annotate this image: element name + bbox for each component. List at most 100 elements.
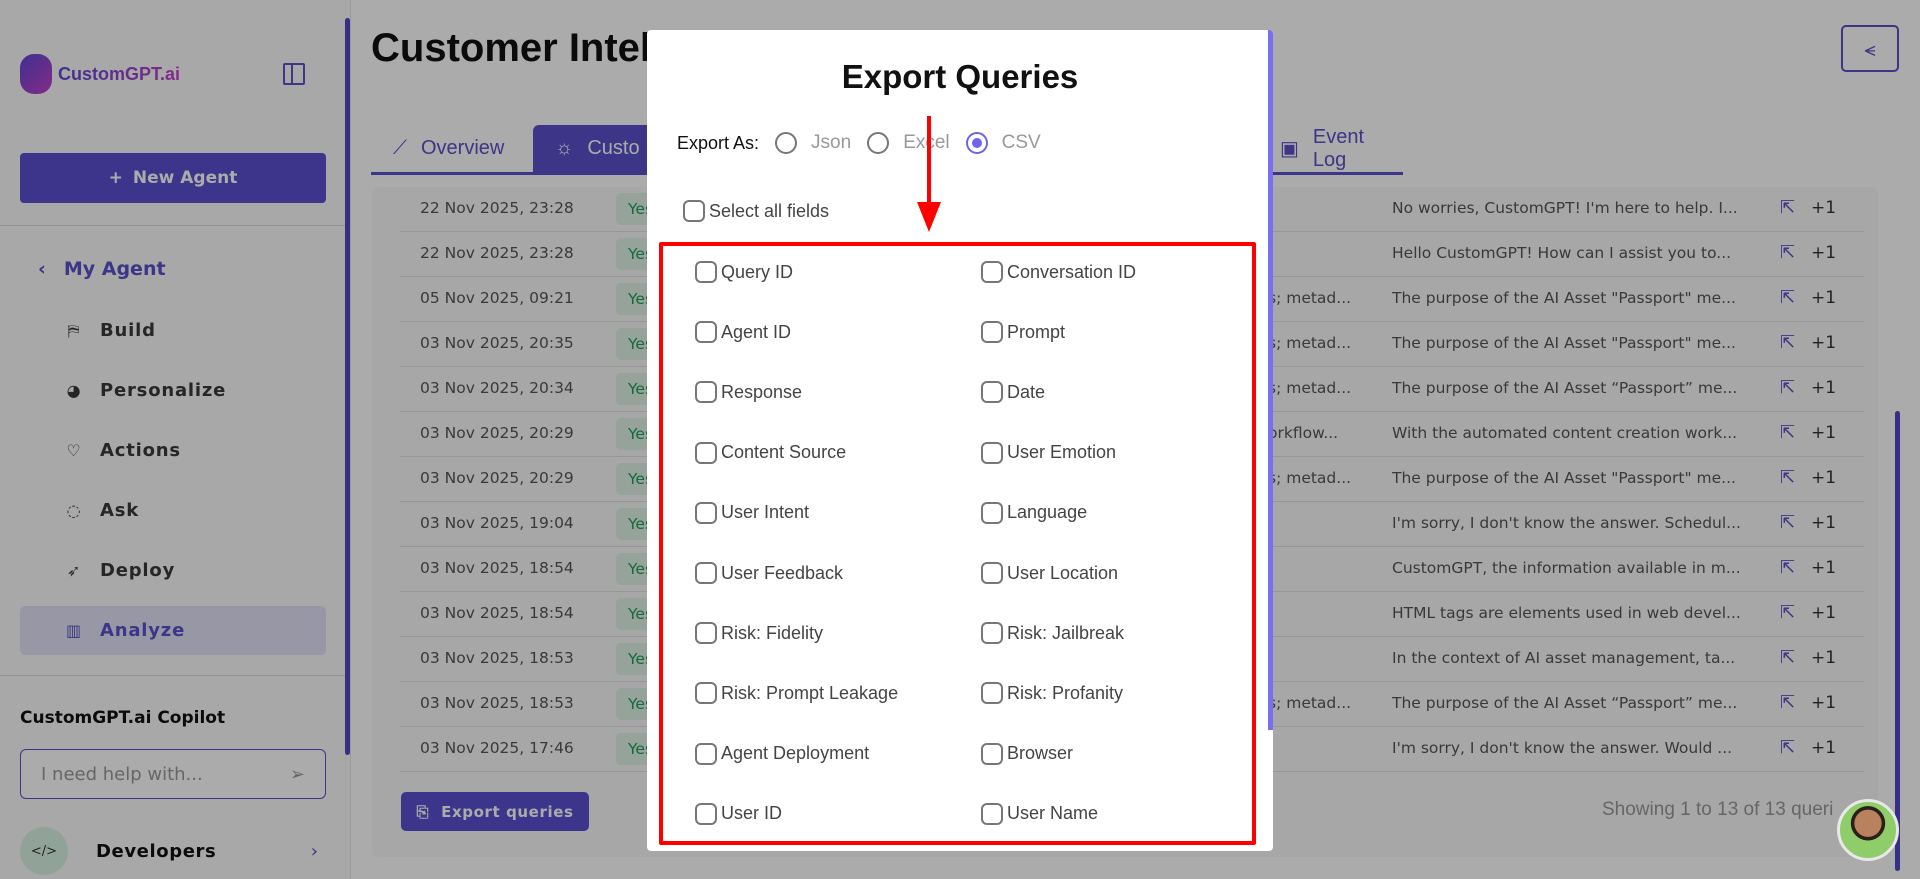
radio-button[interactable] xyxy=(965,132,988,154)
developers-item[interactable]: </> Developers › xyxy=(20,826,326,876)
sidebar-item-actions[interactable]: ♡ Actions xyxy=(20,426,326,475)
click-pointer-icon[interactable]: ⇱ xyxy=(1780,602,1796,623)
checkbox-box[interactable] xyxy=(695,321,717,344)
field-checkbox[interactable]: Conversation ID xyxy=(981,261,1136,283)
field-checkbox[interactable]: Browser xyxy=(981,742,1073,765)
checkbox-box[interactable] xyxy=(695,622,717,645)
send-icon[interactable]: ➢ xyxy=(289,763,305,785)
checkbox-box[interactable] xyxy=(683,200,705,222)
sidebar-item-label: Build xyxy=(100,320,156,341)
checkbox-box[interactable] xyxy=(695,261,717,283)
field-checkbox[interactable]: Risk: Jailbreak xyxy=(981,622,1125,645)
my-agent-back[interactable]: ‹ My Agent xyxy=(38,258,166,280)
field-checkbox[interactable]: Content Source xyxy=(695,441,846,464)
click-pointer-icon[interactable]: ⇱ xyxy=(1780,377,1796,398)
field-checkbox[interactable]: Agent ID xyxy=(695,321,791,344)
click-pointer-icon[interactable]: ⇱ xyxy=(1780,332,1796,353)
format-radio-csv[interactable]: CSV xyxy=(950,132,1041,154)
click-pointer-icon[interactable]: ⇱ xyxy=(1780,692,1796,713)
checkbox-box[interactable] xyxy=(981,622,1003,645)
radio-label: Excel xyxy=(903,132,950,153)
logo[interactable]: CustomGPT.ai xyxy=(20,54,180,94)
chat-bubble-icon: ◌ xyxy=(66,501,82,520)
format-radio-excel[interactable]: Excel xyxy=(851,132,950,154)
field-label: Risk: Jailbreak xyxy=(1007,622,1125,643)
copilot-input[interactable]: I need help with... ➢ xyxy=(20,749,326,799)
file-export-icon: ⎘ xyxy=(416,802,430,821)
checkbox-box[interactable] xyxy=(981,802,1003,825)
export-queries-label: Export queries xyxy=(441,802,574,821)
checkbox-box[interactable] xyxy=(981,501,1003,524)
click-pointer-icon[interactable]: ⇱ xyxy=(1780,197,1796,218)
field-checkbox[interactable]: Agent Deployment xyxy=(695,742,869,765)
field-checkbox[interactable]: Risk: Profanity xyxy=(981,682,1123,705)
radio-button[interactable] xyxy=(775,132,798,154)
click-pointer-icon[interactable]: ⇱ xyxy=(1780,512,1796,533)
checkbox-box[interactable] xyxy=(981,321,1003,344)
checkbox-box[interactable] xyxy=(981,562,1003,584)
sidebar-toggle-icon[interactable] xyxy=(283,63,305,85)
checkbox-box[interactable] xyxy=(981,742,1003,765)
checkbox-box[interactable] xyxy=(695,802,717,825)
field-checkbox[interactable]: User Feedback xyxy=(695,562,843,584)
field-checkbox[interactable]: Prompt xyxy=(981,321,1066,344)
click-pointer-icon[interactable]: ⇱ xyxy=(1780,422,1796,443)
sidebar-item-analyze[interactable]: ▥ Analyze xyxy=(20,606,326,655)
field-label: Prompt xyxy=(1007,321,1066,342)
sidebar-item-build[interactable]: ⛿ Build xyxy=(20,306,326,355)
tab-label: Event Log xyxy=(1312,125,1365,171)
select-all-checkbox[interactable]: Select all fields xyxy=(683,200,829,222)
checkbox-box[interactable] xyxy=(981,441,1003,464)
field-checkbox[interactable]: User Location xyxy=(981,562,1118,584)
click-pointer-icon[interactable]: ⇱ xyxy=(1780,242,1796,263)
divider xyxy=(0,675,345,676)
share-icon: ⪪ xyxy=(1864,36,1876,61)
checkbox-box[interactable] xyxy=(695,441,717,464)
sidebar-item-deploy[interactable]: ➶ Deploy xyxy=(20,546,326,595)
field-checkbox[interactable]: Risk: Fidelity xyxy=(695,622,823,645)
tab-overview[interactable]: ⟋ Overview xyxy=(371,125,526,172)
sidebar-item-label: Analyze xyxy=(100,620,186,641)
source-cell: s; metad... xyxy=(1268,469,1352,487)
count-cell: +1 xyxy=(1811,513,1837,533)
checkbox-box[interactable] xyxy=(695,501,717,524)
checkbox-box[interactable] xyxy=(981,682,1003,705)
response-cell: With the automated content creation work… xyxy=(1392,424,1738,442)
checkbox-box[interactable] xyxy=(981,261,1003,283)
checkbox-box[interactable] xyxy=(981,381,1003,404)
share-button[interactable]: ⪪ xyxy=(1841,25,1899,72)
click-pointer-icon[interactable]: ⇱ xyxy=(1780,647,1796,668)
tab-event-log[interactable]: ▣ Event Log xyxy=(1258,125,1403,172)
field-checkbox[interactable]: User Emotion xyxy=(981,441,1116,464)
modal-scrollbar[interactable] xyxy=(1268,30,1273,730)
field-checkbox[interactable]: Language xyxy=(981,501,1087,524)
sidebar-item-label: Deploy xyxy=(100,560,176,581)
support-avatar[interactable] xyxy=(1837,799,1899,861)
field-checkbox[interactable]: Response xyxy=(695,381,802,404)
sidebar-item-ask[interactable]: ◌ Ask xyxy=(20,486,326,535)
source-cell: s; metad... xyxy=(1268,379,1352,397)
field-checkbox[interactable]: Date xyxy=(981,381,1045,404)
click-pointer-icon[interactable]: ⇱ xyxy=(1780,287,1796,308)
field-checkbox[interactable]: Query ID xyxy=(695,261,793,283)
export-queries-button[interactable]: ⎘ Export queries xyxy=(401,792,589,831)
format-radio-json[interactable]: Json xyxy=(759,132,851,154)
checkbox-box[interactable] xyxy=(695,562,717,584)
new-agent-button[interactable]: + New Agent xyxy=(20,153,326,203)
checkbox-box[interactable] xyxy=(695,682,717,705)
response-cell: CustomGPT, the information available in … xyxy=(1392,559,1741,577)
click-pointer-icon[interactable]: ⇱ xyxy=(1780,737,1796,758)
field-checkbox[interactable]: Risk: Prompt Leakage xyxy=(695,682,898,705)
code-icon: </> xyxy=(20,827,68,875)
main-scrollbar[interactable] xyxy=(1895,411,1900,871)
checkbox-box[interactable] xyxy=(695,381,717,404)
sidebar-item-personalize[interactable]: ◕ Personalize xyxy=(20,366,326,415)
click-pointer-icon[interactable]: ⇱ xyxy=(1780,467,1796,488)
field-checkbox[interactable]: User Name xyxy=(981,802,1098,825)
click-pointer-icon[interactable]: ⇱ xyxy=(1780,557,1796,578)
radio-button[interactable] xyxy=(867,132,890,154)
sidebar-scrollbar[interactable] xyxy=(345,18,350,755)
field-checkbox[interactable]: User Intent xyxy=(695,501,809,524)
checkbox-box[interactable] xyxy=(695,742,717,765)
field-checkbox[interactable]: User ID xyxy=(695,802,782,825)
